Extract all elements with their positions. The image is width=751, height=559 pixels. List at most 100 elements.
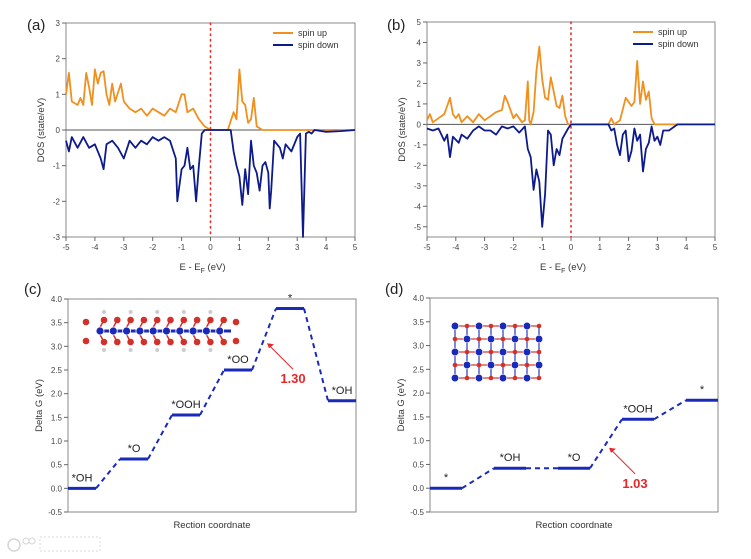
oxygen-atom	[536, 323, 542, 329]
energy-level-label: *	[288, 292, 293, 304]
panel-label: (c)	[24, 281, 42, 298]
metal-atom	[474, 321, 484, 331]
series-spin-up	[426, 45, 715, 126]
hydrogen-atom	[181, 310, 186, 314]
x-tick-label: 4	[684, 243, 689, 252]
legend-label: spin down	[658, 39, 699, 49]
x-axis-label: E - EF (eV)	[180, 262, 226, 275]
metal-atom	[450, 373, 460, 383]
metal-atom	[188, 326, 198, 336]
molecule-structure-inset-d	[450, 321, 544, 383]
y-axis-label: DOS (state/eV)	[397, 97, 408, 161]
oxygen-atom	[82, 318, 90, 326]
y-axis-label: Delta G (eV)	[396, 379, 407, 432]
connector-dashed-line	[303, 308, 329, 402]
oxygen-atom	[232, 318, 240, 326]
y-tick-label: 1.0	[51, 437, 63, 446]
metal-atom	[122, 326, 131, 336]
metal-atom	[215, 326, 225, 336]
y-tick-label: 0.0	[413, 484, 425, 493]
connector-dashed-line	[95, 458, 121, 489]
y-tick-label: 1	[56, 90, 61, 99]
y-tick-label: 2.5	[413, 365, 425, 374]
x-tick-label: -1	[178, 243, 186, 252]
x-tick-label: 4	[324, 243, 329, 252]
hydrogen-atom	[155, 348, 160, 352]
oxygen-atom	[500, 336, 506, 342]
metal-atom	[162, 326, 171, 336]
y-tick-label: -2	[414, 161, 422, 170]
energy-level-label: *O	[128, 443, 141, 455]
metal-atom	[462, 334, 472, 344]
x-tick-label: -4	[91, 243, 99, 252]
annotation-arrow-line	[610, 449, 636, 475]
oxygen-atom	[500, 362, 506, 368]
panel-label: (a)	[27, 17, 45, 34]
x-tick-label: 2	[626, 243, 631, 252]
y-tick-label: -5	[414, 223, 422, 232]
oxygen-atom	[488, 349, 494, 355]
y-tick-label: 0	[56, 126, 61, 135]
oxygen-atom	[536, 375, 542, 381]
y-tick-label: -0.5	[410, 508, 424, 517]
oxygen-atom	[476, 336, 482, 342]
y-tick-label: 3.5	[413, 318, 425, 327]
energy-level-label: *O	[568, 452, 581, 464]
y-tick-label: -3	[414, 182, 422, 191]
metal-atom	[462, 360, 472, 370]
connector-dashed-line	[653, 399, 687, 421]
x-tick-label: 0	[569, 243, 574, 252]
metal-atom	[474, 347, 484, 357]
series-spin-down	[426, 123, 715, 228]
hydrogen-atom	[102, 310, 106, 314]
y-tick-label: 2.0	[51, 390, 63, 399]
overpotential-label: 1.30	[280, 371, 305, 386]
x-axis-label-unit: (eV)	[565, 262, 586, 273]
x-tick-label: 2	[266, 243, 271, 252]
metal-atom	[175, 326, 185, 336]
annotation-arrow-head	[267, 343, 274, 349]
x-tick-label: -1	[539, 243, 547, 252]
oxygen-atom	[536, 349, 542, 355]
hydrogen-atom	[128, 348, 133, 352]
y-tick-label: 1	[417, 100, 422, 109]
energy-level-label: *OH	[72, 472, 93, 484]
metal-atom	[148, 326, 158, 336]
y-tick-label: 2.0	[413, 389, 425, 398]
series-spin-down	[65, 129, 356, 238]
metal-atom	[522, 373, 532, 383]
metal-atom	[522, 321, 532, 331]
connector-dashed-line	[461, 467, 495, 490]
panel-a-dos-chart: (a) -3 -2 -1 0 1 2 3 DOS (state/eV) -5 -4 -3 -2 -1 0 1 2…	[27, 17, 358, 275]
connector-dashed-line	[251, 308, 277, 371]
x-axis-label-main: E - E	[540, 262, 561, 273]
overpotential-label: 1.03	[622, 476, 647, 491]
oxygen-atom	[476, 362, 482, 368]
y-tick-label: 5	[417, 18, 422, 27]
y-tick-label: 3.0	[51, 342, 63, 351]
x-axis-label-unit: (eV)	[205, 262, 226, 273]
y-tick-label: 0.5	[51, 461, 63, 470]
x-axis-label-subscript: F	[561, 268, 565, 275]
oxygen-atom	[464, 323, 470, 329]
y-tick-label: 1.0	[413, 437, 425, 446]
watermark-logo	[7, 536, 101, 552]
metal-atom	[534, 360, 544, 370]
oxygen-atom	[82, 337, 90, 345]
y-tick-label: 1.5	[413, 413, 425, 422]
metal-atom	[450, 321, 460, 331]
y-tick-label: 1.5	[51, 413, 63, 422]
y-tick-label: 2.5	[51, 366, 63, 375]
metal-atom	[450, 347, 460, 357]
y-tick-label: 0	[417, 120, 422, 129]
metal-atom	[486, 360, 496, 370]
x-tick-label: 0	[208, 243, 213, 252]
series-spin-up	[65, 68, 355, 131]
energy-level-label: *	[444, 472, 449, 484]
metal-atom	[201, 326, 211, 336]
y-tick-label: -1	[414, 141, 422, 150]
y-tick-label: 4	[417, 38, 422, 47]
y-tick-label: -1	[53, 162, 61, 171]
x-tick-label: -5	[62, 243, 70, 252]
